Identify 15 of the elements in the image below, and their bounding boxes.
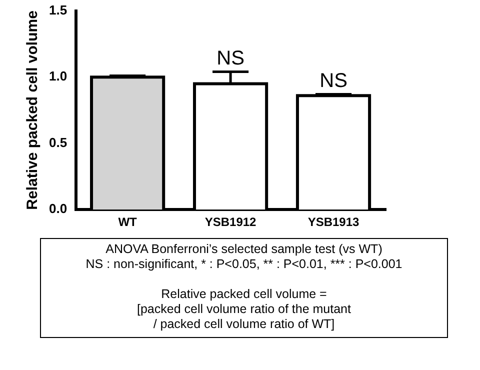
y-tick-label: 1.5 xyxy=(48,2,68,18)
text: NS : non-significant, * : P<0.05, ** : P<0.01, *** : P<0.001 xyxy=(84,257,404,272)
annotation: NS xyxy=(320,70,348,92)
y-tick-label: 1.0 xyxy=(48,68,68,84)
x-tick-label: YSB1912 xyxy=(204,215,257,230)
x-tick-label: YSB1913 xyxy=(308,215,360,230)
y-tick-label: 0.0 xyxy=(48,201,68,216)
text: Relative packed cell volume = xyxy=(160,287,328,302)
text: ANOVA Bonferroni’s selected sample test (vs WT) xyxy=(104,242,384,257)
y-axis-title: Relative packed cell volume xyxy=(24,10,42,210)
x-tick-label: WT xyxy=(118,215,138,230)
y-tick-label: 0.5 xyxy=(48,134,68,150)
text: [packed cell volume ratio of the mutant xyxy=(136,302,352,317)
annotation: NS xyxy=(216,47,244,70)
text: / packed cell volume ratio of WT] xyxy=(152,317,336,332)
